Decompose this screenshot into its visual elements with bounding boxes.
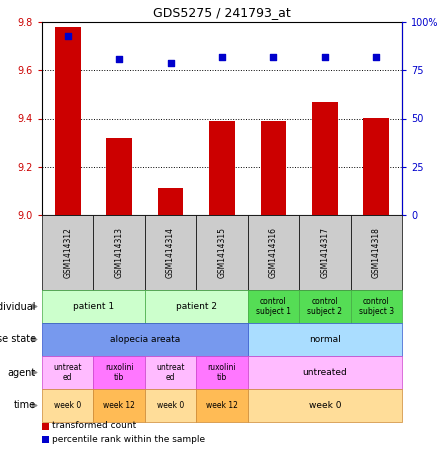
Point: [116, 55, 123, 63]
Text: agent: agent: [8, 367, 36, 377]
Text: GSM1414313: GSM1414313: [115, 227, 124, 278]
Text: GSM1414314: GSM1414314: [166, 227, 175, 278]
Text: week 12: week 12: [103, 401, 135, 410]
Text: week 12: week 12: [206, 401, 238, 410]
Text: normal: normal: [309, 335, 341, 344]
Point: [270, 53, 277, 60]
Text: GSM1414312: GSM1414312: [63, 227, 72, 278]
Text: disease state: disease state: [0, 334, 36, 344]
Bar: [209, 121, 235, 215]
Text: ruxolini
tib: ruxolini tib: [105, 363, 134, 382]
Bar: [106, 138, 132, 215]
Bar: [364, 119, 389, 215]
Text: untreat
ed: untreat ed: [156, 363, 185, 382]
Text: week 0: week 0: [157, 401, 184, 410]
Text: week 0: week 0: [309, 401, 341, 410]
Text: percentile rank within the sample: percentile rank within the sample: [52, 434, 205, 443]
Text: patient 2: patient 2: [176, 302, 217, 311]
Text: control
subject 3: control subject 3: [359, 297, 394, 316]
Text: ruxolini
tib: ruxolini tib: [208, 363, 237, 382]
Text: GSM1414318: GSM1414318: [372, 227, 381, 278]
Bar: [261, 121, 286, 215]
Text: time: time: [14, 400, 36, 410]
Point: [373, 53, 380, 60]
Text: untreated: untreated: [303, 368, 347, 377]
Text: individual: individual: [0, 302, 36, 312]
Text: GSM1414315: GSM1414315: [218, 227, 226, 278]
Title: GDS5275 / 241793_at: GDS5275 / 241793_at: [153, 6, 291, 19]
Text: transformed count: transformed count: [52, 421, 136, 430]
Text: GSM1414316: GSM1414316: [269, 227, 278, 278]
Bar: [312, 101, 338, 215]
Bar: [158, 188, 184, 215]
Text: untreat
ed: untreat ed: [53, 363, 82, 382]
Text: alopecia areata: alopecia areata: [110, 335, 180, 344]
Text: week 0: week 0: [54, 401, 81, 410]
Point: [64, 32, 71, 39]
Text: control
subject 2: control subject 2: [307, 297, 343, 316]
Text: GSM1414317: GSM1414317: [320, 227, 329, 278]
Point: [219, 53, 226, 60]
Text: patient 1: patient 1: [73, 302, 114, 311]
Point: [321, 53, 328, 60]
Text: control
subject 1: control subject 1: [256, 297, 291, 316]
Bar: [55, 27, 81, 215]
Point: [167, 59, 174, 66]
